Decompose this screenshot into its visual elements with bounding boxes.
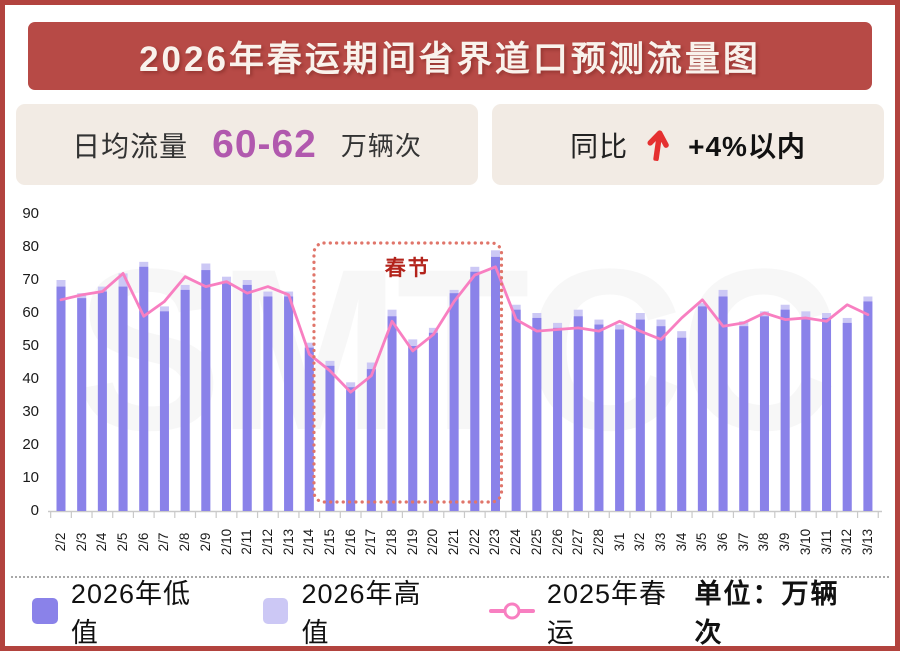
bar-low: [242, 284, 252, 511]
unit-note: 单位：万辆次: [694, 579, 840, 648]
bar-low: [718, 296, 728, 511]
bar-low: [180, 289, 190, 511]
yoy-label: 同比: [570, 130, 629, 162]
bar-low: [159, 311, 169, 511]
legend-swatch-low-icon: [32, 598, 58, 624]
bar-low: [573, 316, 583, 511]
legend-item-line: 2025年春运: [489, 572, 694, 650]
bar-low: [532, 317, 542, 511]
legend: 2026年低值 2026年高值 2025年春运 单位：万辆次: [10, 579, 890, 648]
legend-label-line: 2025年春运: [546, 579, 667, 648]
y-axis-label: 90: [22, 205, 39, 222]
up-arrow-icon: [644, 127, 672, 162]
bar-low: [739, 326, 749, 511]
daily-flow-value: 60-62: [212, 122, 317, 166]
bar-low: [139, 266, 149, 511]
legend-item-high: 2026年高值: [262, 572, 450, 650]
bar-low: [553, 327, 563, 511]
y-axis-label: 70: [22, 271, 39, 288]
bar-low: [56, 286, 66, 511]
legend-swatch-high-icon: [262, 598, 289, 624]
bar-low: [594, 324, 604, 511]
y-axis-label: 20: [22, 436, 39, 453]
bar-low: [263, 296, 273, 511]
bar-low: [759, 316, 769, 511]
bar-low: [77, 298, 87, 511]
flow-chart-svg: 春节: [48, 241, 882, 518]
spring-festival-box: [312, 241, 504, 504]
bar-low: [449, 293, 459, 511]
bar-low: [490, 256, 500, 511]
bar-low: [842, 322, 852, 511]
legend-line-marker-icon: [489, 602, 535, 620]
bar-low: [387, 316, 397, 511]
legend-separator: [11, 576, 889, 578]
y-axis-label: 0: [30, 502, 39, 519]
daily-flow-unit: 万辆次: [340, 131, 422, 161]
daily-flow-label: 日均流量: [72, 130, 189, 162]
legend-label-low: 2026年低值: [70, 579, 191, 648]
bar-low: [511, 309, 521, 511]
bar-low: [801, 317, 811, 511]
bar-low: [863, 301, 873, 511]
bar-low: [366, 369, 376, 511]
bar-low: [304, 347, 314, 511]
line-2025: [59, 265, 870, 394]
bar-low: [656, 326, 666, 511]
bar-low: [635, 319, 645, 511]
yoy-value: +4%以内: [688, 130, 806, 162]
y-axis-label: 60: [22, 304, 39, 321]
bar-low: [697, 306, 707, 511]
y-axis-label: 40: [22, 370, 39, 387]
spring-festival-label: 春节: [385, 256, 431, 280]
bar-low: [325, 365, 335, 511]
bar-low: [428, 332, 438, 511]
y-axis-label: 10: [22, 469, 39, 486]
legend-label-high: 2026年高值: [301, 579, 422, 648]
bar-low: [408, 346, 418, 511]
title-banner: 2026年春运期间省界道口预测流量图: [28, 22, 872, 90]
page-title: 2026年春运期间省界道口预测流量图: [139, 39, 761, 79]
bar-low: [346, 387, 356, 511]
bar-low: [677, 337, 687, 511]
y-axis-label: 30: [22, 403, 39, 420]
daily-flow-card: 日均流量 60-62 万辆次: [16, 104, 478, 185]
bar-low: [615, 329, 625, 511]
bar-low: [118, 286, 128, 511]
bar-low: [284, 296, 294, 511]
x-axis-label: 3/13: [859, 528, 875, 556]
y-axis-label: 80: [22, 238, 39, 255]
bar-low: [97, 291, 107, 511]
bar-low: [470, 271, 480, 511]
y-axis-label: 50: [22, 337, 39, 354]
bar-low: [222, 283, 232, 511]
bar-low: [201, 270, 211, 511]
legend-item-low: 2026年低值: [32, 572, 219, 650]
bar-low: [780, 309, 790, 511]
bar-low: [822, 317, 832, 511]
yoy-card: 同比 +4%以内: [492, 104, 884, 185]
